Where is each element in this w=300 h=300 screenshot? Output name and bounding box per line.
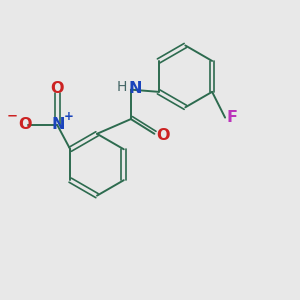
- Text: N: N: [128, 81, 142, 96]
- Text: O: O: [50, 81, 64, 96]
- Text: −: −: [7, 109, 18, 122]
- Text: O: O: [19, 118, 32, 133]
- Text: F: F: [226, 110, 237, 125]
- Text: +: +: [64, 110, 74, 123]
- Text: H: H: [117, 80, 127, 94]
- Text: N: N: [52, 118, 65, 133]
- Text: O: O: [156, 128, 169, 143]
